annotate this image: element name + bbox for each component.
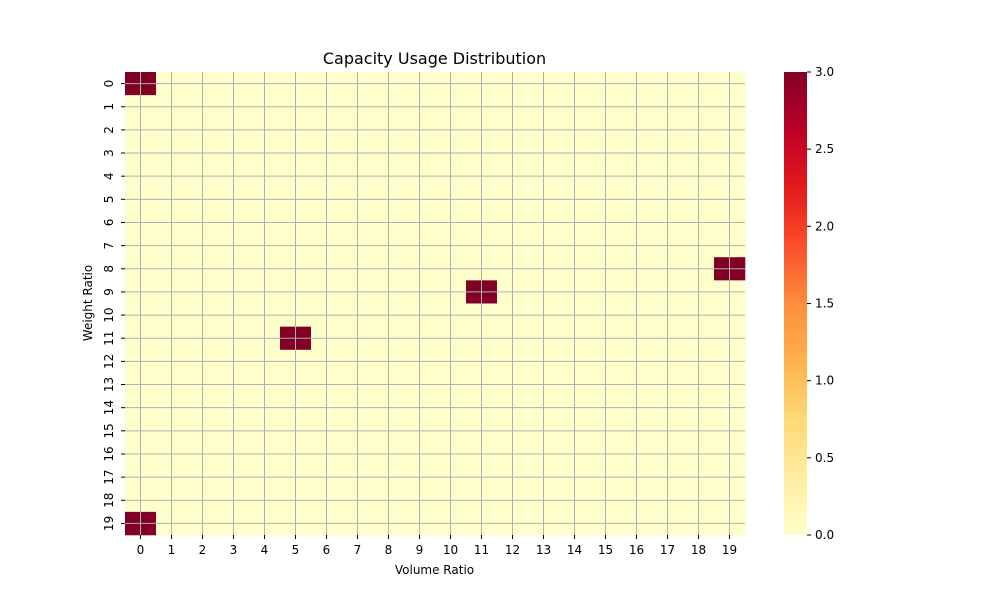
x-tick-label: 19 (722, 543, 737, 557)
y-tick-label: 17 (102, 469, 116, 484)
x-tick-label: 14 (567, 543, 582, 557)
y-tick-label: 2 (102, 126, 116, 134)
colorbar-tick-label: 0.5 (815, 451, 834, 465)
colorbar-tick-label: 2.5 (815, 142, 834, 156)
y-axis-label: Weight Ratio (81, 265, 95, 341)
colorbar-tick-label: 1.0 (815, 374, 834, 388)
y-tick-label: 6 (102, 219, 116, 227)
x-tick-label: 8 (385, 543, 393, 557)
colorbar-tick-label: 3.0 (815, 65, 834, 79)
y-tick-label: 12 (102, 354, 116, 369)
colorbar-tick-label: 0.0 (815, 528, 834, 542)
x-tick-label: 4 (261, 543, 269, 557)
x-tick-label: 0 (137, 543, 145, 557)
y-tick-label: 4 (102, 172, 116, 180)
y-tick-label: 10 (102, 307, 116, 322)
y-tick-label: 8 (102, 265, 116, 273)
x-tick-label: 5 (292, 543, 300, 557)
chart-title: Capacity Usage Distribution (323, 49, 546, 68)
y-tick-label: 3 (102, 149, 116, 157)
heatmap-grid (125, 72, 745, 535)
y-tick-label: 13 (102, 377, 116, 392)
x-tick-label: 15 (598, 543, 613, 557)
colorbar-ticks: 0.0 0.5 1.0 1.5 2.0 2.5 3.0 (807, 65, 834, 542)
x-tick-label: 16 (629, 543, 644, 557)
heatmap-cells (125, 72, 746, 536)
x-tick-label: 9 (416, 543, 424, 557)
x-axis-label: Volume Ratio (395, 563, 474, 577)
x-tick-label: 13 (536, 543, 551, 557)
x-tick-label: 12 (505, 543, 520, 557)
x-tick-label: 10 (443, 543, 458, 557)
y-tick-label: 1 (102, 103, 116, 111)
y-tick-label: 7 (102, 242, 116, 250)
y-tick-label: 15 (102, 423, 116, 438)
colorbar-tick-label: 2.0 (815, 219, 834, 233)
y-tick-label: 0 (102, 80, 116, 88)
y-tick-label: 14 (102, 400, 116, 415)
y-tick-label: 5 (102, 196, 116, 204)
x-tick-label: 2 (199, 543, 207, 557)
colorbar (784, 72, 807, 535)
colorbar-tick-label: 1.5 (815, 297, 834, 311)
y-tick-label: 19 (102, 516, 116, 531)
y-tick-label: 9 (102, 288, 116, 296)
x-tick-label: 1 (168, 543, 176, 557)
x-tick-label: 3 (230, 543, 238, 557)
x-tick-label: 11 (474, 543, 489, 557)
x-tick-label: 18 (691, 543, 706, 557)
y-tick-label: 11 (102, 331, 116, 346)
y-tick-label: 16 (102, 446, 116, 461)
x-tick-label: 6 (323, 543, 331, 557)
x-tick-label: 7 (354, 543, 362, 557)
x-axis-ticks: 0 1 2 3 4 5 6 7 8 9 10 11 12 13 14 15 16 17 18 19 (137, 535, 737, 557)
y-tick-label: 18 (102, 493, 116, 508)
x-tick-label: 17 (660, 543, 675, 557)
